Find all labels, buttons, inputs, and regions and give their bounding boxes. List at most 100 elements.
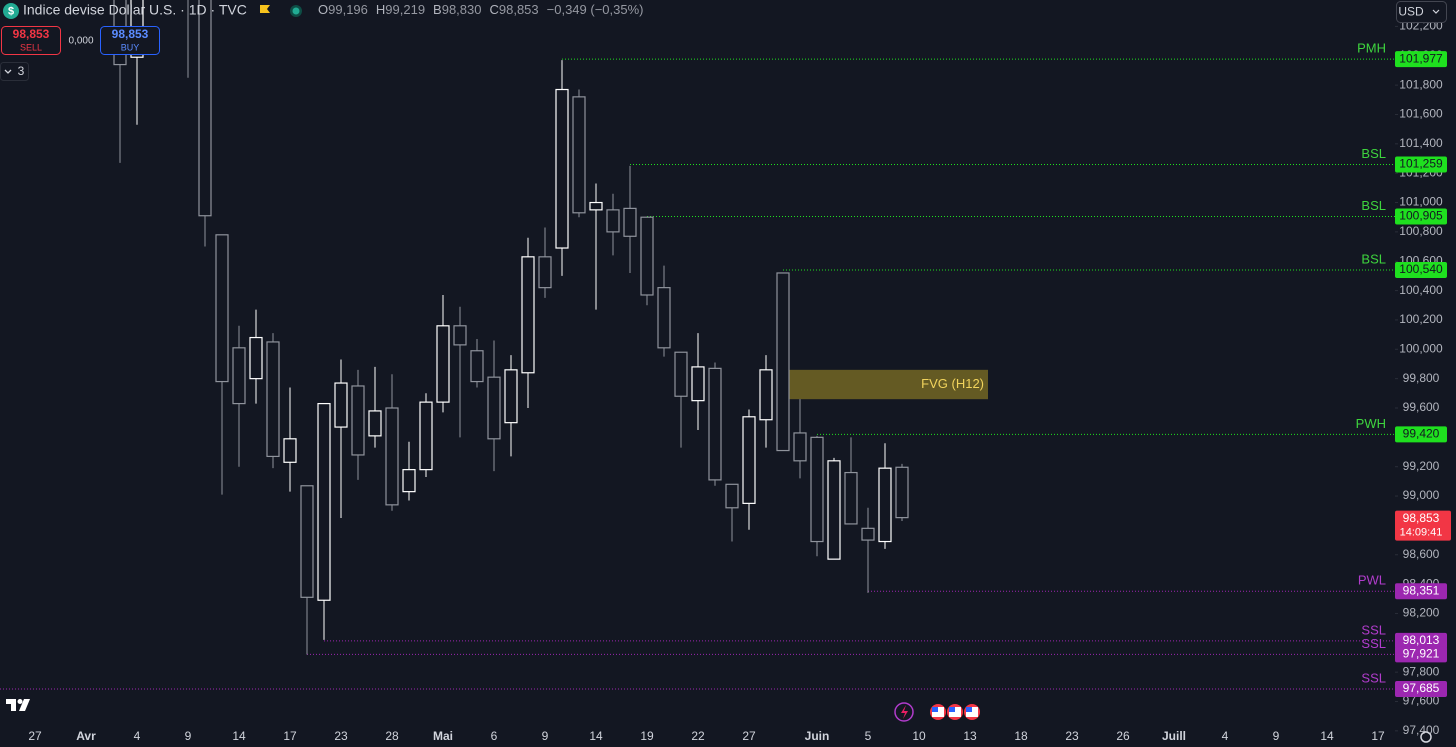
candle-body xyxy=(402,469,416,493)
x-tick-label: 14 xyxy=(589,729,603,743)
ohlc-key: H xyxy=(376,2,385,17)
indicators-toggle[interactable] xyxy=(0,62,29,81)
countdown: 14:09:41 xyxy=(1400,527,1443,539)
ohlc-key: O xyxy=(318,2,328,17)
x-tick-label: 9 xyxy=(1273,729,1280,743)
buy-price: 98,853 xyxy=(112,27,149,41)
economic-events[interactable] xyxy=(930,704,980,720)
candle-body xyxy=(640,216,654,296)
candle-body xyxy=(708,367,722,481)
level-tag xyxy=(1395,262,1447,279)
candle-body xyxy=(878,467,892,543)
level-tag xyxy=(1395,426,1447,443)
x-tick-label: Avr xyxy=(76,729,96,743)
level-tag-label: 98,013 xyxy=(1403,633,1440,647)
chart-title[interactable]: Indice devise Dollar U.S. · 1D · TVC xyxy=(23,2,247,18)
y-tick-label: 99,600 xyxy=(1403,400,1440,414)
currency: USD xyxy=(1398,5,1424,19)
ohlc-legend: O99,196 H99,219 B98,830 C98,853 −0,349 (−0,3… xyxy=(318,2,644,17)
price-tags: 101,977 101,259 100,905 100,540 99,420 98,351… xyxy=(1395,51,1451,698)
candle-body xyxy=(334,382,348,428)
candle-body xyxy=(725,483,739,509)
ohlc-value: 99,196 xyxy=(328,2,368,17)
level-tag xyxy=(1395,646,1447,663)
last-price-tag xyxy=(1395,510,1451,541)
level-name: SSL xyxy=(1361,622,1386,637)
candle-body xyxy=(266,341,280,458)
ohlc-value: 99,219 xyxy=(385,2,425,17)
tradingview-logo[interactable] xyxy=(6,699,30,711)
candle-body xyxy=(504,369,518,424)
sell-price: 98,853 xyxy=(13,27,50,41)
x-tick-label: Juill xyxy=(1162,729,1186,743)
buy-label: BUY xyxy=(121,42,140,52)
candle-body xyxy=(742,416,756,504)
axis-background xyxy=(1395,0,1456,747)
flag-icon[interactable] xyxy=(260,5,270,13)
candle-body xyxy=(844,471,858,525)
y-tick-label: 98,200 xyxy=(1403,606,1440,620)
buy-button[interactable] xyxy=(100,26,160,55)
level-name: SSL xyxy=(1361,636,1386,651)
x-tick-label: 13 xyxy=(963,729,977,743)
x-tick-label: 17 xyxy=(1371,729,1385,743)
level-tag-label: 97,685 xyxy=(1403,681,1440,695)
level-name: PMH xyxy=(1357,41,1386,56)
x-tick-label: 23 xyxy=(334,729,348,743)
flag-canton xyxy=(949,707,955,712)
y-tick-label: 98,600 xyxy=(1403,547,1440,561)
level-tag-label: 100,540 xyxy=(1399,262,1443,276)
candle-body xyxy=(385,407,399,506)
x-tick-label: 26 xyxy=(1116,729,1130,743)
logo-part xyxy=(17,699,23,704)
candle-body xyxy=(827,460,841,560)
x-tick-label: 22 xyxy=(691,729,705,743)
level-tag-label: 98,351 xyxy=(1403,583,1440,597)
candle-body xyxy=(623,207,637,237)
spread: 0,000 xyxy=(68,36,93,47)
ohlc-change: −0,349 (−0,35%) xyxy=(547,2,644,17)
y-tick-label: 100,200 xyxy=(1399,312,1443,326)
y-tick-label: 101,800 xyxy=(1399,77,1443,91)
x-tick-label: 5 xyxy=(865,729,872,743)
level-tag xyxy=(1395,681,1447,698)
level-tag-label: 101,977 xyxy=(1399,51,1443,65)
candle-body xyxy=(895,466,909,519)
ohlc-key: C xyxy=(489,2,498,17)
level-tag-label: 100,905 xyxy=(1399,209,1443,223)
x-tick-label: Mai xyxy=(433,729,453,743)
candle-body xyxy=(776,272,790,452)
candle-body xyxy=(487,376,501,440)
candle-body xyxy=(861,527,875,541)
candle-body xyxy=(691,366,705,402)
symbol-icon[interactable] xyxy=(3,3,19,19)
level-tag-label: 97,921 xyxy=(1403,647,1440,661)
flag-canton xyxy=(932,707,938,712)
sell-button[interactable] xyxy=(1,26,61,55)
x-tick-label: 9 xyxy=(185,729,192,743)
candle-body xyxy=(215,234,229,383)
y-tick-label: 97,800 xyxy=(1403,664,1440,678)
level-tag-label: 99,420 xyxy=(1403,427,1440,441)
last-price-label: 98,853 xyxy=(1403,511,1440,525)
logo-part xyxy=(19,699,30,711)
x-tick-label: 27 xyxy=(28,729,42,743)
level-tag-label: 101,259 xyxy=(1399,157,1443,171)
level-name: SSL xyxy=(1361,670,1386,685)
candle-body xyxy=(232,347,246,405)
sell-label: SELL xyxy=(20,42,42,52)
candle-body xyxy=(521,256,535,374)
candle-body xyxy=(589,201,603,211)
y-tick-label: 101,000 xyxy=(1399,195,1443,209)
candle-body xyxy=(300,485,314,598)
indicators-count: 3 xyxy=(18,64,25,78)
y-tick-label: 99,200 xyxy=(1403,459,1440,473)
y-tick-label: 101,600 xyxy=(1399,107,1443,121)
level-name: PWL xyxy=(1358,573,1386,588)
candle-body xyxy=(538,256,552,289)
settings-icon[interactable] xyxy=(1420,731,1432,743)
chevron-icon xyxy=(4,69,12,74)
currency-button[interactable] xyxy=(1396,1,1447,23)
x-tick-label: 28 xyxy=(385,729,399,743)
